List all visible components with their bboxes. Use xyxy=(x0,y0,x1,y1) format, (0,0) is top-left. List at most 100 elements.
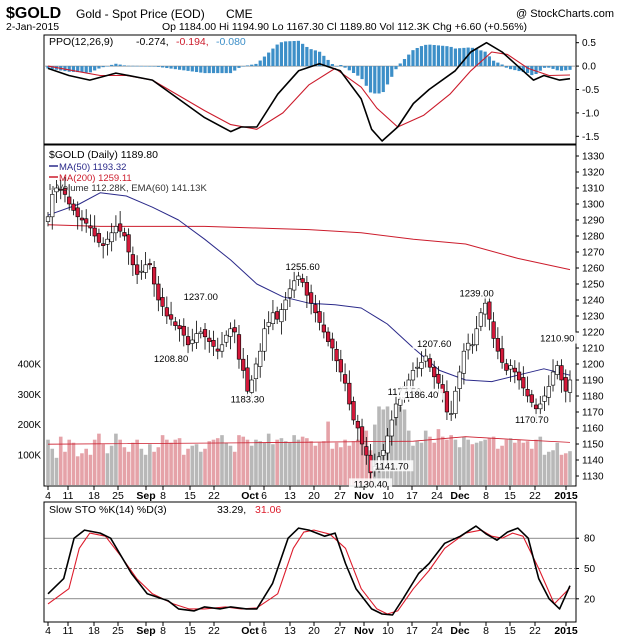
ppo-hist-bar xyxy=(301,43,305,67)
volume-bar xyxy=(283,441,288,485)
volume-bar xyxy=(317,442,322,485)
sto-x-axis-label: 13 xyxy=(284,625,296,637)
volume-bar xyxy=(389,427,394,485)
volume-bar xyxy=(440,436,445,485)
volume-bar xyxy=(258,441,262,485)
ppo-hist-bar xyxy=(351,66,356,73)
ppo-hist-bar xyxy=(173,66,177,70)
volume-bar xyxy=(46,439,50,485)
sto-x-axis-label: 2015 xyxy=(554,625,578,637)
ppo-legend-hist: -0.080 xyxy=(216,36,246,48)
candle-body xyxy=(457,371,462,389)
volume-bar xyxy=(148,444,152,485)
candle-body xyxy=(135,264,140,275)
sto-x-axis-label: Oct xyxy=(241,625,259,637)
candle-body xyxy=(67,196,72,205)
sto-x-axis-label: 18 xyxy=(88,625,100,637)
ppo-hist-bar xyxy=(258,60,262,67)
candle-body xyxy=(202,329,208,338)
candle-body xyxy=(533,404,539,410)
ppo-hist-bar xyxy=(199,66,203,73)
candle-body xyxy=(181,325,186,336)
ppo-hist-bar xyxy=(228,66,233,74)
ppo-hist-bar xyxy=(144,66,148,67)
sto-d-line xyxy=(47,529,571,615)
volume-bar xyxy=(288,442,292,485)
volume-bar xyxy=(542,454,547,485)
candle-body xyxy=(296,275,301,280)
candle-body xyxy=(398,398,403,406)
candle-body xyxy=(529,394,534,403)
volume-bar xyxy=(224,442,229,485)
volume-bar xyxy=(423,430,428,485)
candle-body xyxy=(113,226,119,234)
ppo-hist-bar xyxy=(262,56,267,67)
volume-bar xyxy=(322,441,326,485)
price-x-axis-label: 17 xyxy=(406,490,418,502)
volume-bar xyxy=(207,441,212,485)
volume-bar xyxy=(101,444,105,485)
candle-body xyxy=(241,358,246,371)
price-tick-label: 1170 xyxy=(582,408,604,419)
candle-body xyxy=(478,312,483,327)
volume-bar xyxy=(67,439,72,485)
candle-body xyxy=(232,327,237,333)
ma50-legend: MA(50) 1193.32 xyxy=(59,162,126,173)
volume-bar xyxy=(279,438,284,485)
ppo-signal-line xyxy=(47,51,571,130)
volume-bar xyxy=(105,453,110,485)
candle-body xyxy=(185,336,191,346)
volume-bar xyxy=(143,454,148,485)
ppo-tick-label: 0.0 xyxy=(582,62,596,73)
price-tick-label: 1290 xyxy=(582,216,605,227)
volume-bar xyxy=(241,436,246,485)
volume-bar xyxy=(546,451,551,485)
price-tick-label: 1220 xyxy=(582,328,605,339)
ppo-hist-bar xyxy=(377,66,381,94)
volume-bar xyxy=(84,448,88,485)
volume-bar xyxy=(428,436,432,485)
candle-body xyxy=(525,388,530,397)
ppo-legend: PPO(12,26,9) -0.274, -0.194, -0.080 xyxy=(49,36,246,48)
ppo-hist-bar xyxy=(504,66,508,68)
ppo-line xyxy=(47,41,571,142)
volume-bar xyxy=(165,439,169,485)
price-x-axis-label: Dec xyxy=(450,490,469,502)
ppo-hist-bar xyxy=(496,62,500,67)
candle-body xyxy=(338,359,343,373)
volume-bar xyxy=(406,430,411,485)
price-tick-label: 1130 xyxy=(582,472,604,483)
ppo-hist-bar xyxy=(525,66,530,73)
volume-swatch-2 xyxy=(52,186,54,190)
volume-bar xyxy=(131,442,135,485)
ppo-hist-bar xyxy=(356,66,360,76)
volume-bar xyxy=(296,439,301,485)
sto-x-axis-label: 22 xyxy=(208,625,220,637)
candle-body xyxy=(567,379,573,393)
price-annotation: 1207.60 xyxy=(417,339,451,350)
ppo-hist-bar xyxy=(190,66,194,72)
volume-bar xyxy=(122,447,127,485)
candle-body xyxy=(71,203,76,211)
ppo-hist-bar xyxy=(424,44,428,67)
volume-tick-label: 400K xyxy=(18,360,42,371)
ppo-hist-bar xyxy=(284,41,288,67)
candle-body xyxy=(461,350,467,374)
candle-body xyxy=(300,278,305,283)
candle-body xyxy=(317,311,322,323)
price-annotation: 1237.00 xyxy=(184,292,218,303)
price-x-axis-label: Nov xyxy=(354,490,374,502)
volume-bar xyxy=(186,448,190,485)
watermark: @ StockCharts.com xyxy=(516,8,614,20)
ppo-hist-bar xyxy=(318,51,322,67)
ppo-hist-bar xyxy=(305,46,309,67)
volume-bar xyxy=(211,439,216,485)
ppo-hist-bar xyxy=(432,45,436,67)
volume-bar xyxy=(419,442,424,485)
ppo-hist-bar xyxy=(411,50,415,67)
price-legend: $GOLD (Daily) 1189.80 MA(50) 1193.32 MA(… xyxy=(49,149,207,194)
sto-x-axis-label: Sep xyxy=(136,625,155,637)
sto-legend-d: 31.06 xyxy=(255,504,281,516)
candle-body xyxy=(253,363,259,380)
